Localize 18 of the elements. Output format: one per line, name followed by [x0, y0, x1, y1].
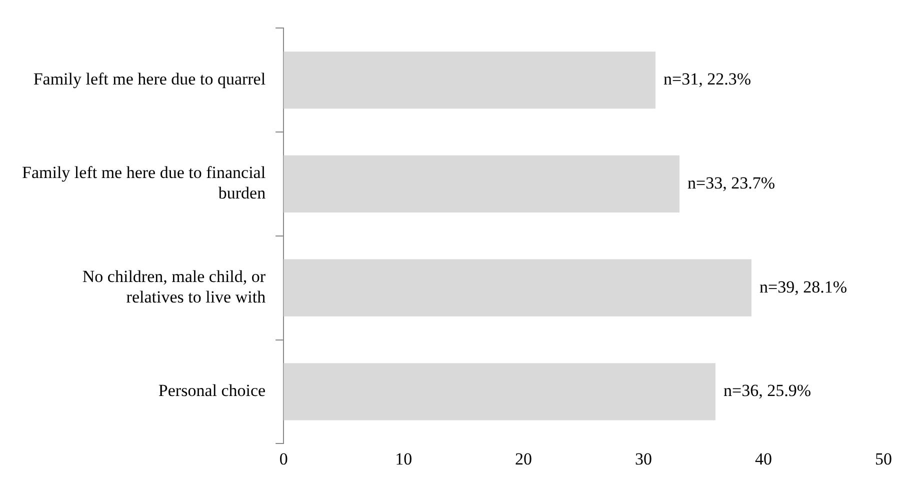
bar [284, 259, 752, 316]
x-tick-label: 10 [395, 449, 412, 468]
bar [284, 155, 680, 213]
data-label: n=31, 22.3% [664, 70, 752, 89]
data-label: n=39, 28.1% [760, 277, 848, 296]
y-tick-label: No children, male child, or relatives to live with [82, 267, 266, 306]
bar [284, 363, 716, 420]
x-tick-label: 50 [875, 449, 892, 468]
x-tick-label: 40 [755, 449, 772, 468]
bar [284, 52, 656, 109]
x-tick-label: 0 [279, 449, 288, 468]
x-tick-label: 30 [635, 449, 652, 468]
y-tick-label: Family left me here due to financial burden [22, 163, 266, 203]
data-label: n=36, 25.9% [724, 381, 812, 400]
y-tick-label: Personal choice [158, 381, 266, 400]
y-tick-label: Family left me here due to quarrel [33, 70, 266, 89]
data-label: n=33, 23.7% [688, 173, 776, 192]
x-tick-label: 20 [515, 449, 532, 468]
